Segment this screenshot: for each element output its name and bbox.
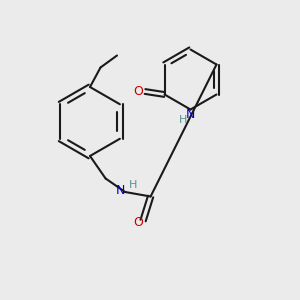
Text: N: N xyxy=(186,107,195,121)
Text: H: H xyxy=(128,180,137,190)
Text: H: H xyxy=(179,115,187,125)
Text: O: O xyxy=(134,85,143,98)
Text: O: O xyxy=(133,215,142,229)
Text: N: N xyxy=(116,184,125,197)
